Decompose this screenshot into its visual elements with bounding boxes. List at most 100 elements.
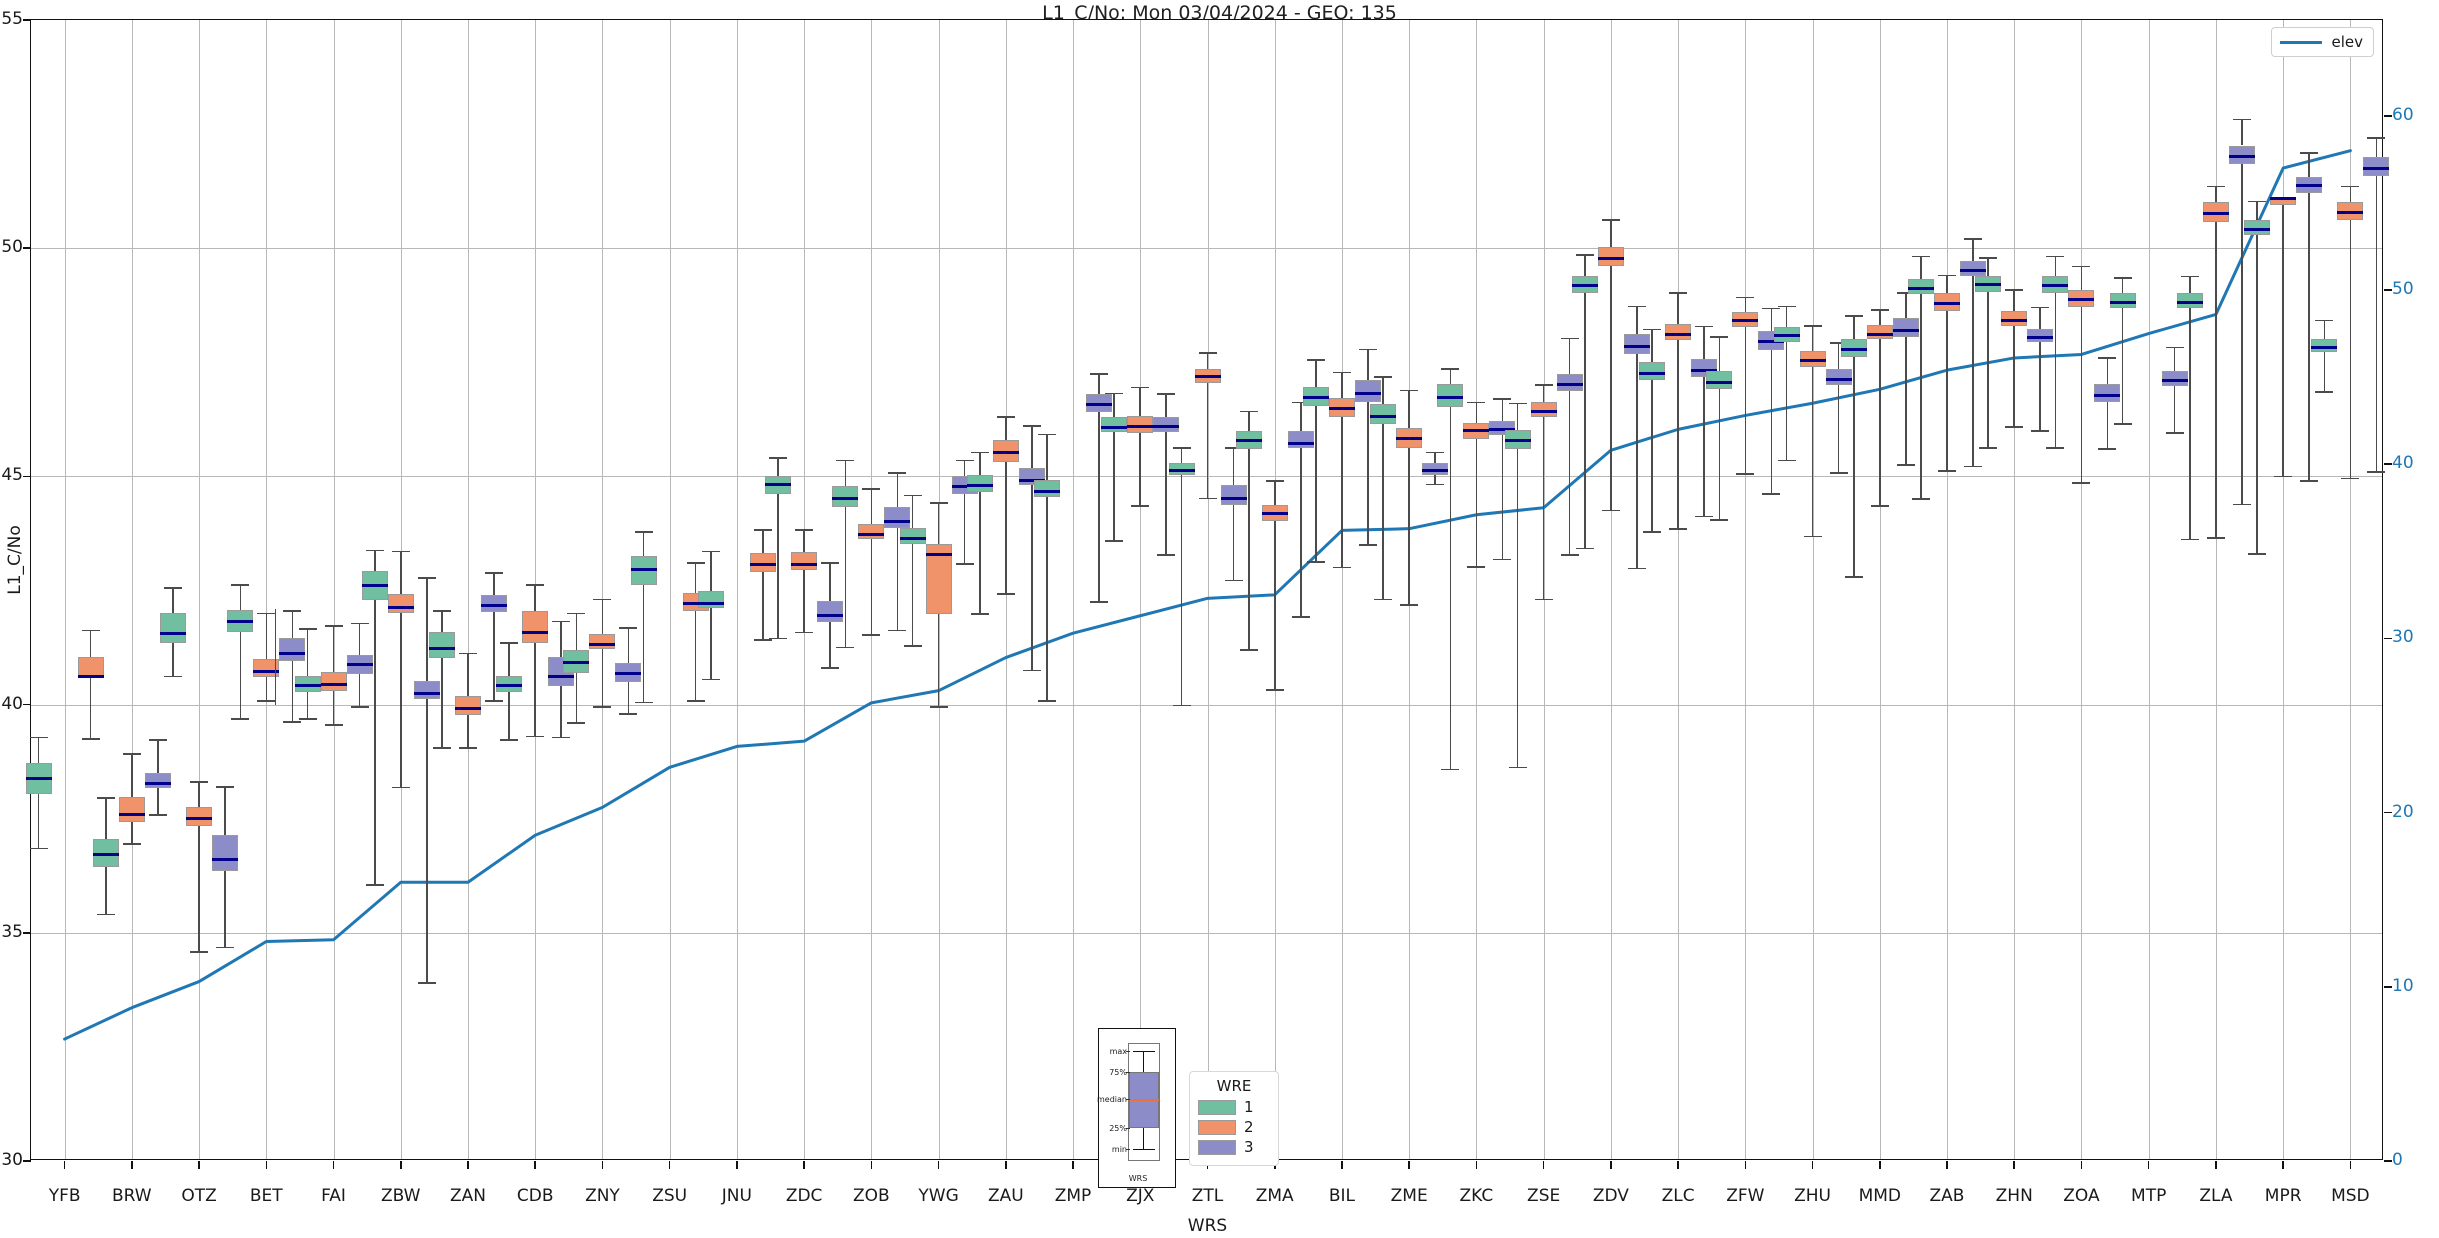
box-body[interactable] <box>1354 379 1381 403</box>
box-body[interactable] <box>522 611 549 643</box>
whisker-upper <box>1610 219 1612 248</box>
box-body[interactable] <box>992 439 1019 462</box>
box-body[interactable] <box>1370 404 1397 424</box>
box-body[interactable] <box>2094 384 2121 403</box>
whisker-upper <box>1113 393 1116 418</box>
box-body[interactable] <box>1623 334 1650 355</box>
cap-max <box>122 753 141 755</box>
box-body[interactable] <box>1934 292 1960 312</box>
box-body[interactable] <box>1220 484 1247 505</box>
box-body[interactable] <box>320 671 347 691</box>
wre-legend-item-3[interactable]: 3 <box>1198 1138 1270 1156</box>
box-body[interactable] <box>1706 371 1733 389</box>
wre-legend-item-2[interactable]: 2 <box>1198 1118 1270 1136</box>
box-body[interactable] <box>160 613 187 643</box>
box-body[interactable] <box>1153 417 1180 432</box>
whisker-lower <box>131 822 133 844</box>
box-body[interactable] <box>118 796 145 823</box>
box-body[interactable] <box>2001 311 2028 326</box>
elev-legend[interactable]: elev <box>2271 27 2374 57</box>
whisker-lower <box>601 648 604 707</box>
x-tick-label-otz: OTZ <box>181 1186 217 1206</box>
x-tick <box>1341 1161 1343 1169</box>
box-body[interactable] <box>884 507 911 528</box>
whisker-upper <box>1299 402 1302 431</box>
box-body[interactable] <box>1127 416 1154 434</box>
y-tick-label: 45 <box>1 465 23 486</box>
cap-min <box>821 667 840 669</box>
whisker-upper <box>2256 201 2258 220</box>
whisker-lower <box>2013 325 2016 428</box>
box-body[interactable] <box>144 773 171 788</box>
wre-legend-item-1[interactable]: 1 <box>1198 1098 1270 1116</box>
box-body[interactable] <box>1665 323 1692 341</box>
median-line <box>160 632 187 636</box>
whisker-upper <box>358 623 361 656</box>
cap-min <box>1239 649 1258 651</box>
whisker-lower <box>1837 385 1840 473</box>
box-body[interactable] <box>1825 369 1852 386</box>
whisker-lower <box>373 599 376 885</box>
x-tick-label-zdc: ZDC <box>785 1186 823 1206</box>
box-body[interactable] <box>2109 292 2136 308</box>
box-body[interactable] <box>2202 201 2229 222</box>
whisker-upper <box>1584 255 1586 277</box>
wre-legend[interactable]: WRE 1 2 3 <box>1189 1071 1279 1166</box>
whisker-upper <box>1568 338 1571 374</box>
x-tick-label-zsu: ZSU <box>652 1186 688 1206</box>
box-body[interactable] <box>279 638 306 662</box>
box-body[interactable] <box>1892 317 1919 338</box>
whisker-upper <box>1703 326 1705 359</box>
x-tick <box>937 1161 940 1169</box>
box-body[interactable] <box>212 834 239 872</box>
box-body[interactable] <box>387 594 414 614</box>
box-body[interactable] <box>1840 338 1867 357</box>
right-tick-label: 40 <box>2392 453 2414 474</box>
box-body[interactable] <box>2363 156 2390 177</box>
whisker-upper <box>2323 320 2326 339</box>
box-body[interactable] <box>858 524 885 540</box>
whisker-upper <box>1542 385 1545 403</box>
median-line <box>361 583 388 587</box>
box-body[interactable] <box>1437 384 1464 408</box>
box-body[interactable] <box>428 632 455 659</box>
box-body[interactable] <box>697 591 724 608</box>
whisker-upper <box>1232 448 1235 485</box>
box-body[interactable] <box>966 475 993 493</box>
box-body[interactable] <box>791 551 818 570</box>
box-body[interactable] <box>1287 430 1314 449</box>
x-tick <box>63 1161 66 1169</box>
cap-max <box>929 502 948 504</box>
box-body[interactable] <box>1034 480 1061 497</box>
box-body[interactable] <box>1908 279 1934 294</box>
median-line <box>346 662 373 666</box>
box-body[interactable] <box>2244 219 2271 236</box>
box-body[interactable] <box>2161 370 2188 387</box>
box-body[interactable] <box>1639 362 1666 380</box>
box-body[interactable] <box>186 807 213 826</box>
box-body[interactable] <box>1530 402 1557 418</box>
median-line <box>1571 284 1598 288</box>
box-body[interactable] <box>1597 247 1624 266</box>
whisker-lower <box>710 607 712 680</box>
box-body[interactable] <box>899 527 926 544</box>
box-body[interactable] <box>817 600 844 623</box>
x-tick-label-zny: ZNY <box>585 1186 620 1206</box>
whisker-upper <box>2349 186 2352 202</box>
cap-min <box>350 706 369 708</box>
gridline-vertical <box>333 20 335 1159</box>
box-body[interactable] <box>2337 201 2364 220</box>
box-body[interactable] <box>1101 417 1128 432</box>
box-body[interactable] <box>413 680 440 700</box>
x-tick-label-zau: ZAU <box>987 1186 1024 1206</box>
box-body[interactable] <box>1866 324 1893 340</box>
median-line <box>884 519 911 523</box>
box-body[interactable] <box>1556 373 1583 391</box>
box-body[interactable] <box>589 633 616 649</box>
median-line <box>92 852 119 856</box>
box-body[interactable] <box>1773 326 1800 342</box>
x-tick-label-zbw: ZBW <box>380 1186 421 1206</box>
x-tick-label-ztl: ZTL <box>1191 1186 1224 1206</box>
whisker-lower <box>1341 417 1343 568</box>
box-body[interactable] <box>454 696 481 715</box>
